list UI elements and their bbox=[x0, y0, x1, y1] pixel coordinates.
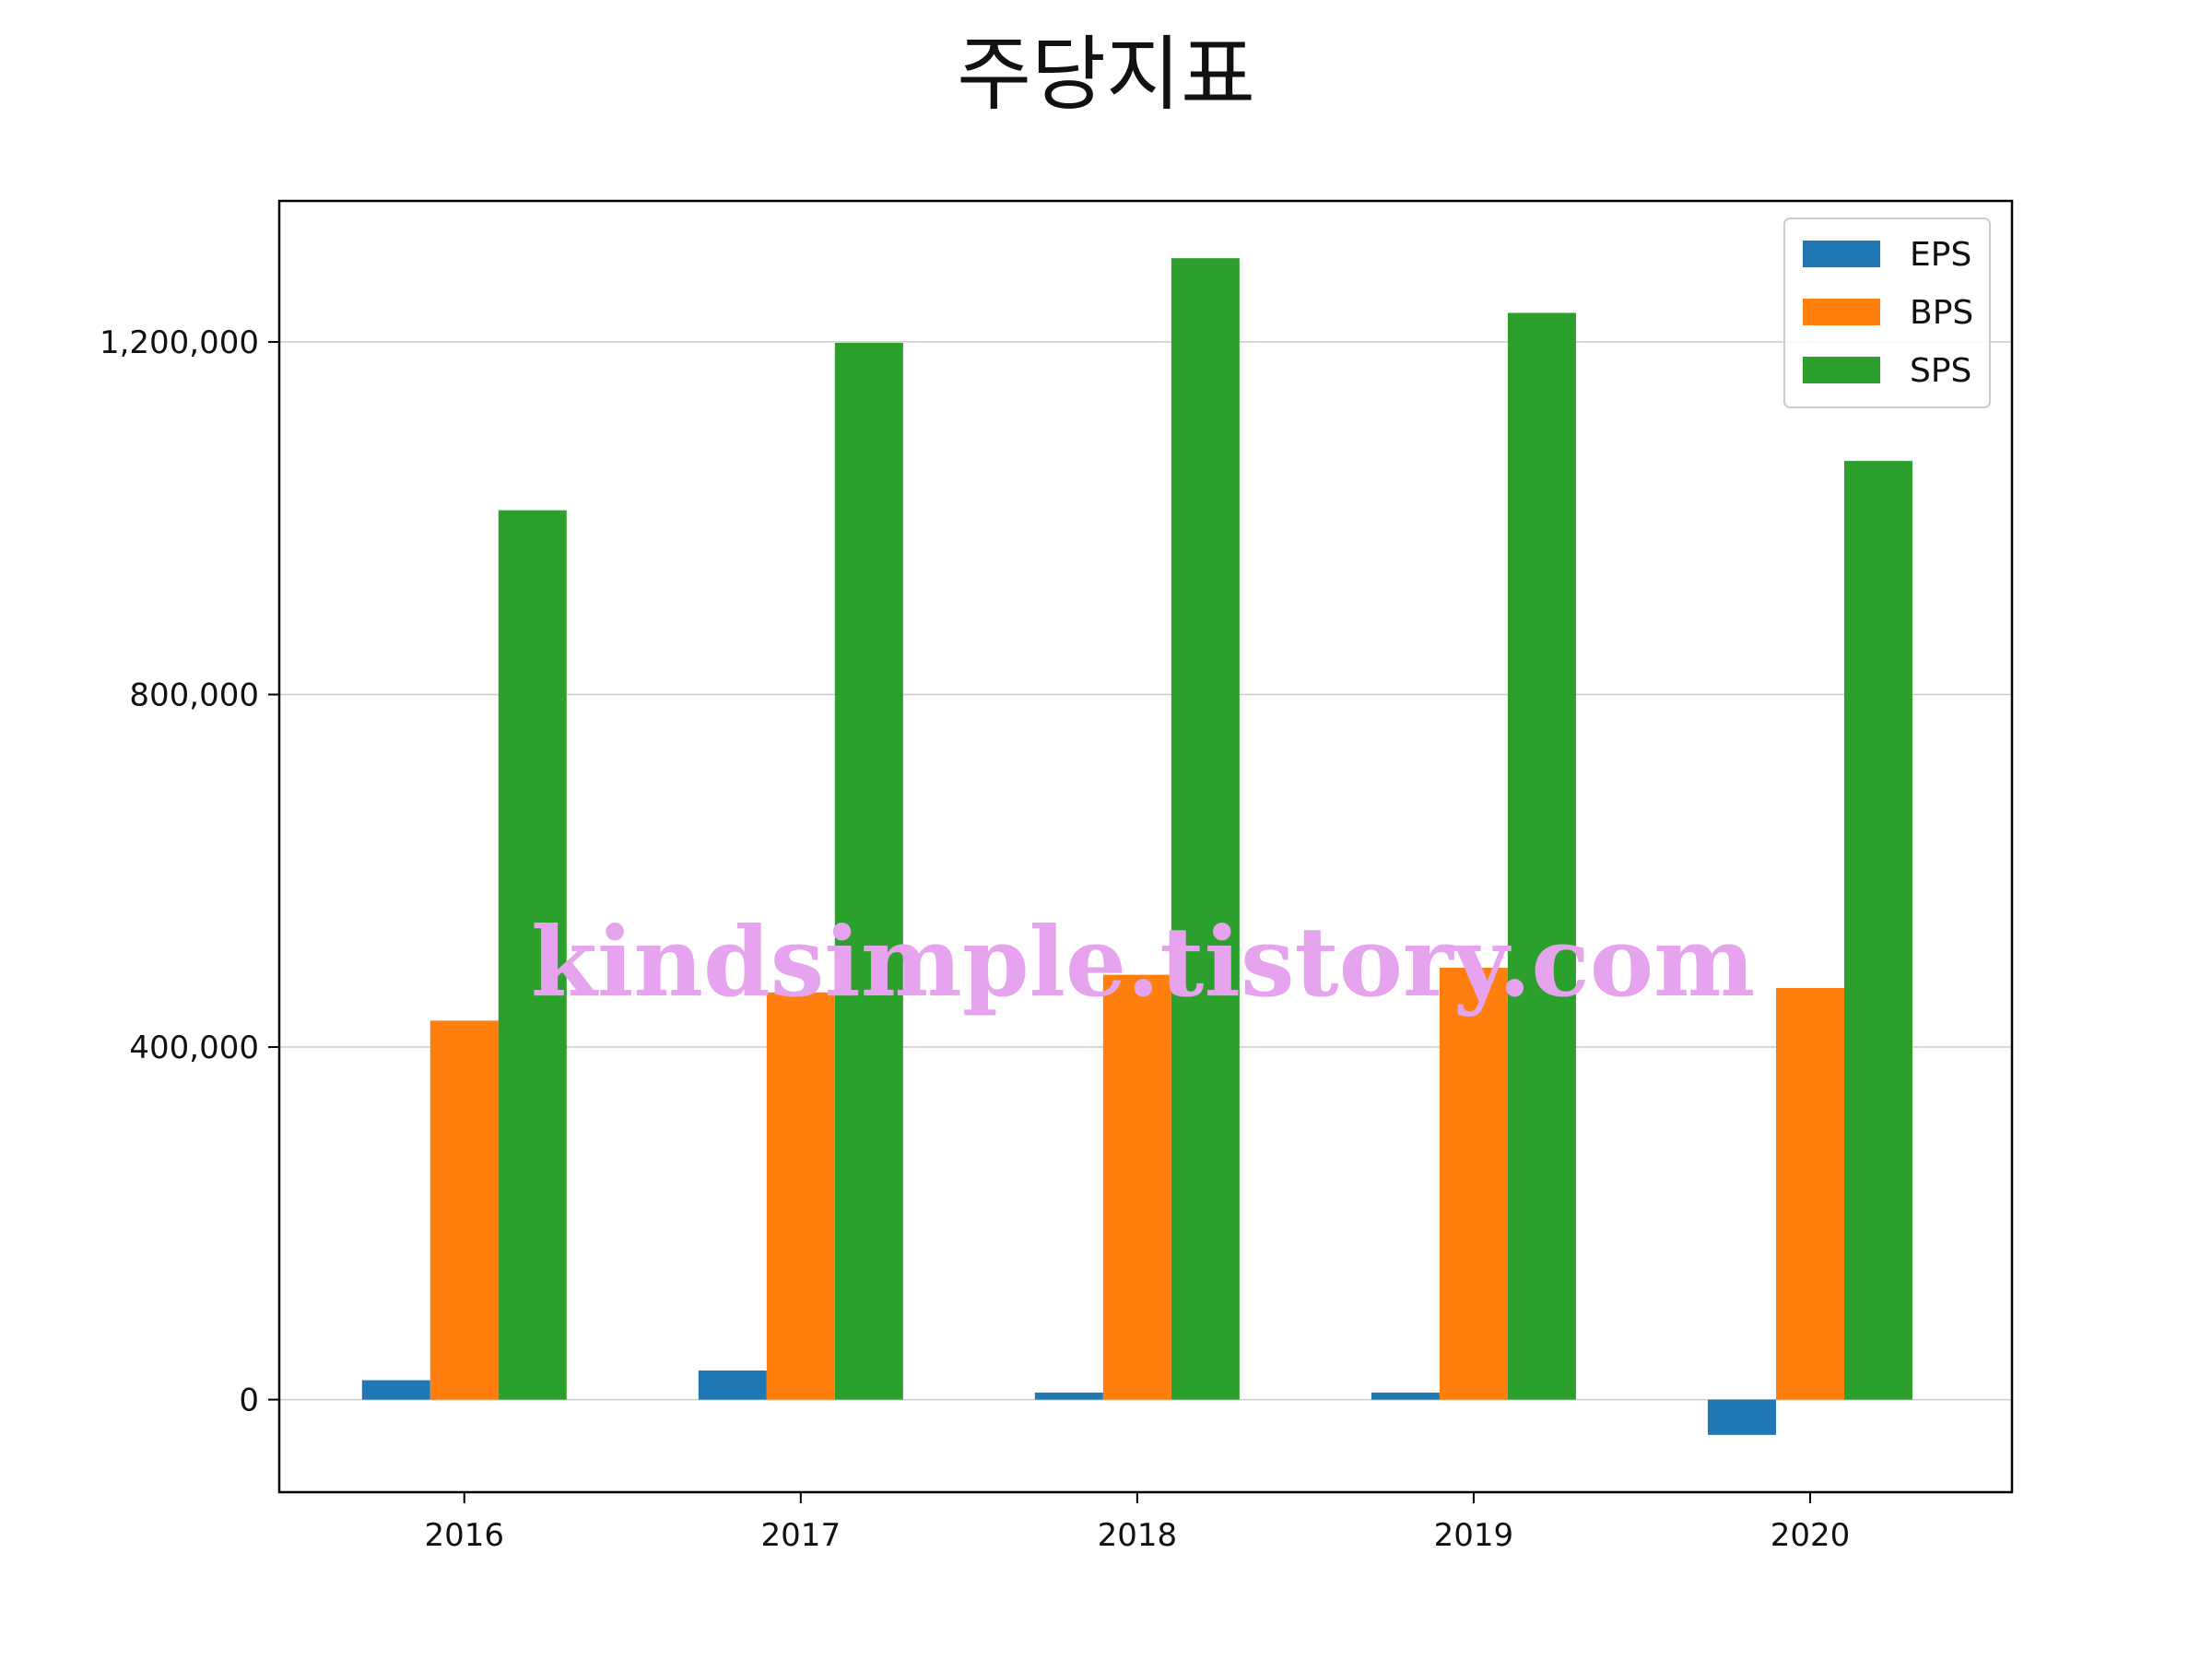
bar-eps-2020 bbox=[1707, 1399, 1776, 1435]
chart-title: 주당지표 bbox=[957, 27, 1255, 122]
legend-swatch-sps bbox=[1803, 357, 1880, 383]
bar-bps-2020 bbox=[1775, 987, 1844, 1400]
bar-eps-2016 bbox=[361, 1380, 430, 1400]
x-tick-label: 2017 bbox=[761, 1517, 841, 1554]
bars bbox=[361, 258, 1912, 1435]
x-tick-label: 2020 bbox=[1771, 1517, 1851, 1554]
legend-label-eps: EPS bbox=[1910, 236, 1971, 274]
bar-eps-2018 bbox=[1034, 1392, 1103, 1400]
bar-sps-2018 bbox=[1171, 258, 1240, 1400]
legend-label-bps: BPS bbox=[1910, 294, 1973, 332]
bar-bps-2016 bbox=[429, 1020, 499, 1400]
legend-swatch-bps bbox=[1803, 299, 1880, 325]
axes-frame bbox=[277, 199, 2014, 1494]
y-tick-label: 800,000 bbox=[129, 677, 259, 714]
y-tick-label: 400,000 bbox=[129, 1030, 259, 1066]
bar-eps-2017 bbox=[698, 1371, 767, 1400]
legend: EPS BPS SPS bbox=[1783, 218, 1991, 408]
y-tick-label: 1,200,000 bbox=[100, 324, 259, 361]
y-tick-label: 0 bbox=[239, 1382, 259, 1419]
bar-sps-2017 bbox=[834, 342, 903, 1400]
bar-bps-2018 bbox=[1102, 974, 1171, 1400]
bar-eps-2019 bbox=[1371, 1392, 1440, 1400]
x-tick-label: 2018 bbox=[1098, 1517, 1178, 1554]
bar-bps-2019 bbox=[1439, 967, 1508, 1400]
legend-swatch-eps bbox=[1803, 241, 1880, 267]
bar-sps-2019 bbox=[1507, 312, 1576, 1400]
bar-bps-2017 bbox=[766, 992, 835, 1400]
x-tick-label: 2019 bbox=[1434, 1517, 1514, 1554]
watermark-text: kindsimple.tistory.com bbox=[531, 905, 1755, 1018]
legend-label-sps: SPS bbox=[1910, 352, 1971, 390]
x-axis: 2016 2017 2018 2019 2020 bbox=[425, 1492, 1851, 1554]
bar-sps-2020 bbox=[1843, 461, 1912, 1400]
bar-sps-2016 bbox=[498, 510, 567, 1400]
y-axis: 0 400,000 800,000 1,200,000 bbox=[100, 324, 279, 1419]
x-tick-label: 2016 bbox=[425, 1517, 505, 1554]
